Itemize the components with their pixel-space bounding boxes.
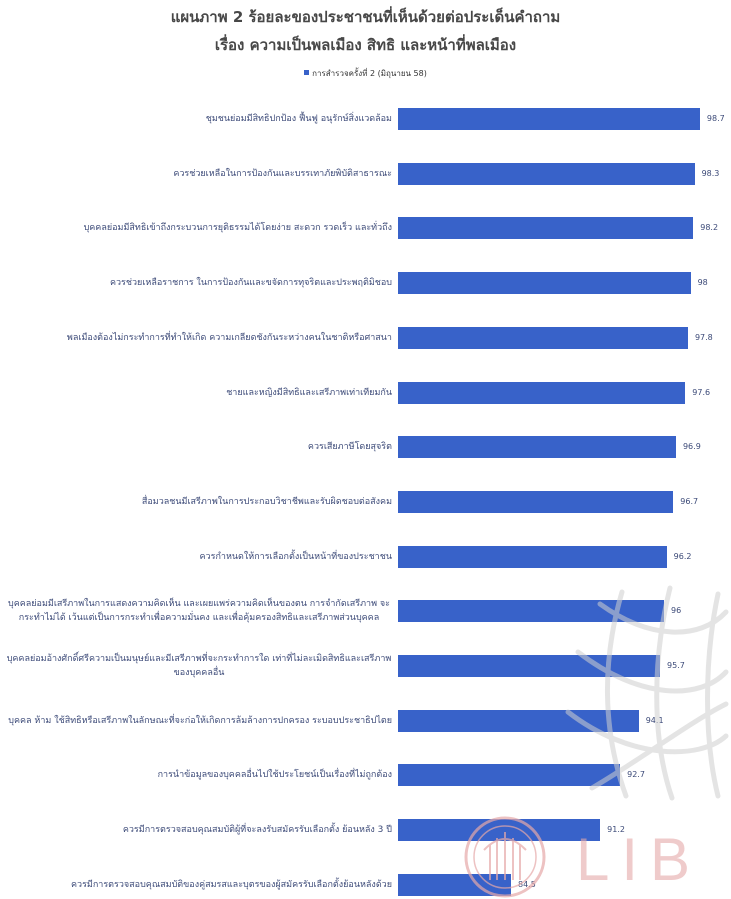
bar-2 bbox=[398, 162, 695, 185]
category-label-7: ควรเสียภาษีโดยสุจริต bbox=[307, 442, 392, 453]
category-label-9: ควรกำหนดให้การเลือกตั้งเป็นหน้าที่ของประ… bbox=[199, 551, 392, 562]
bar-9 bbox=[398, 545, 667, 568]
bar-5 bbox=[398, 326, 688, 349]
value-label-9: 96.2 bbox=[673, 551, 692, 561]
category-label-5: พลเมืองต้องไม่กระทำการที่ทำให้เกิด ความเ… bbox=[66, 332, 392, 343]
chart-subtitle: เรื่อง ความเป็นพลเมือง สิทธิ และหน้าที่พ… bbox=[214, 36, 517, 54]
category-label-2: ควรช่วยเหลือในการป้องกันและบรรเทาภัยพิบั… bbox=[173, 168, 392, 179]
value-label-6: 97.6 bbox=[692, 387, 711, 397]
bar-12 bbox=[398, 709, 639, 732]
category-label-11: บุคคลย่อมอ้างศักดิ์ศรีความเป็นมนุษย์และม… bbox=[6, 654, 392, 678]
bar-10 bbox=[398, 600, 664, 623]
category-label-13: การนำข้อมูลของบุคคลอื่นไปใช้ประโยชน์เป็น… bbox=[157, 770, 392, 781]
value-label-7: 96.9 bbox=[682, 442, 701, 452]
category-label-8: สื่อมวลชนมีเสรีภาพในการประกอบวิชาชีพและร… bbox=[141, 496, 392, 507]
category-label-14: ควรมีการตรวจสอบคุณสมบัติผู้ที่จะลงรับสมั… bbox=[122, 825, 392, 836]
category-label-6: ชายและหญิงมีสิทธิและเสรีภาพเท่าเทียมกัน bbox=[226, 387, 392, 398]
legend-label: การสำรวจครั้งที่ 2 (มิถุนายน 58) bbox=[312, 69, 427, 78]
bar-3 bbox=[398, 217, 694, 240]
value-label-8: 96.7 bbox=[680, 496, 699, 506]
value-label-5: 97.8 bbox=[694, 332, 713, 342]
legend-swatch bbox=[304, 70, 310, 75]
value-label-12: 94.1 bbox=[645, 715, 664, 725]
category-label-4: ควรช่วยเหลือราชการ ในการป้องกันและขจัดกา… bbox=[109, 278, 392, 289]
value-label-4: 98 bbox=[697, 278, 708, 288]
bar-4 bbox=[398, 272, 691, 295]
value-label-2: 98.3 bbox=[701, 168, 720, 178]
value-label-1: 98.7 bbox=[706, 114, 725, 123]
chart-title: แผนภาพ 2 ร้อยละของประชาชนที่เห็นด้วยต่อป… bbox=[170, 8, 561, 26]
bar-11 bbox=[398, 655, 660, 677]
bar-15 bbox=[398, 873, 512, 896]
bar-14 bbox=[398, 819, 601, 842]
value-label-15: 84.5 bbox=[518, 879, 536, 889]
category-label-3: บุคคลย่อมมีสิทธิเข้าถึงกระบวนการยุติธรรม… bbox=[83, 223, 392, 234]
bar-6 bbox=[398, 381, 686, 404]
bar-8 bbox=[398, 490, 674, 513]
category-label-10: บุคคลย่อมมีเสรีภาพในการแสดงความคิดเห็น แ… bbox=[8, 599, 390, 624]
bar-13 bbox=[398, 764, 621, 787]
value-label-11: 95.7 bbox=[667, 661, 685, 670]
value-label-10: 96 bbox=[671, 606, 682, 616]
category-label-12: บุคคล ห้าม ใช้สิทธิหรือเสรีภาพในลักษณะที… bbox=[8, 715, 392, 726]
category-label-15: ควรมีการตรวจสอบคุณสมบัติของคู่สมรสและบุต… bbox=[71, 879, 392, 890]
legend: การสำรวจครั้งที่ 2 (มิถุนายน 58) bbox=[0, 69, 731, 79]
bar-1 bbox=[398, 108, 700, 130]
value-label-14: 91.2 bbox=[607, 825, 625, 835]
value-label-13: 92.7 bbox=[627, 770, 645, 780]
bar-7 bbox=[398, 436, 676, 459]
category-label-1: ชุมชนย่อมมีสิทธิปกป้อง ฟื้นฟู อนุรักษ์สิ… bbox=[205, 114, 392, 124]
value-label-3: 98.2 bbox=[700, 223, 719, 233]
